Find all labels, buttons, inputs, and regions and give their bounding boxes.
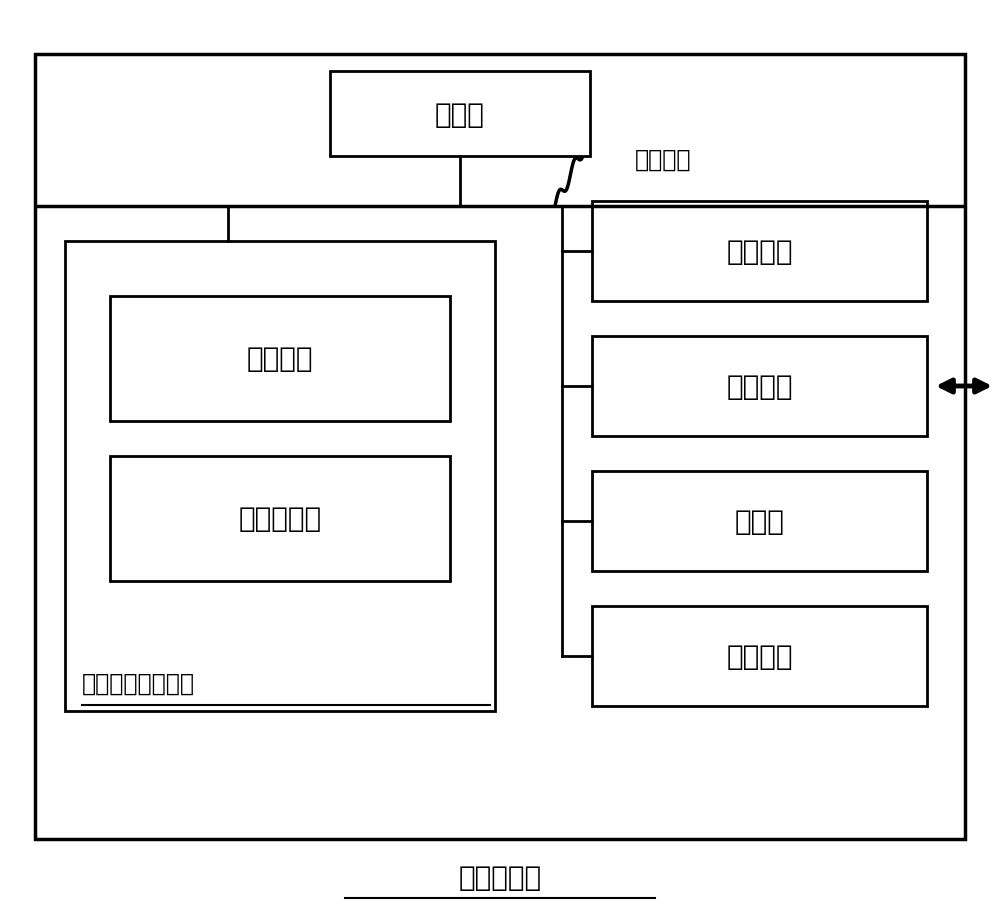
Bar — [35, 55, 965, 839]
Text: 计算机程序: 计算机程序 — [238, 505, 322, 533]
Bar — [110, 297, 450, 422]
Text: 操作系统: 操作系统 — [247, 345, 313, 374]
Text: 显示屏: 显示屏 — [735, 507, 784, 536]
Text: 内存储器: 内存储器 — [726, 238, 793, 266]
Bar — [65, 241, 495, 711]
Bar — [330, 72, 590, 157]
Text: 输入装置: 输入装置 — [726, 642, 793, 670]
Bar — [592, 607, 927, 706]
Text: 非易失性存储介质: 非易失性存储介质 — [82, 671, 195, 695]
Text: 计算机设备: 计算机设备 — [458, 863, 542, 891]
Text: 处理器: 处理器 — [435, 100, 485, 128]
Bar — [110, 456, 450, 581]
Text: 系统总线: 系统总线 — [635, 148, 692, 172]
Bar — [592, 201, 927, 302]
Bar — [592, 337, 927, 436]
Text: 网络接口: 网络接口 — [726, 373, 793, 401]
Bar — [592, 472, 927, 571]
